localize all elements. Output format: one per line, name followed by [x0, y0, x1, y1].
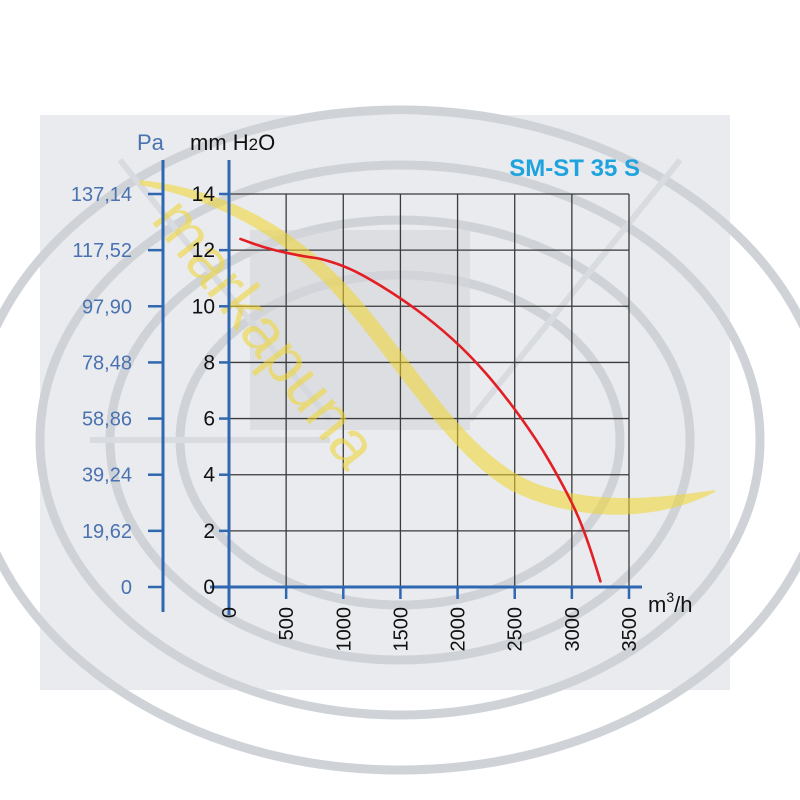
x-tick-label: 3000 [562, 607, 584, 652]
y-tick-label-pa: 19,62 [82, 521, 132, 543]
y-axis-label-mm: mm H2O [190, 130, 275, 155]
y-tick-label-mm: 8 [203, 351, 215, 374]
axes [148, 160, 642, 615]
x-axis-label-superscript: 3 [666, 589, 674, 605]
y-tick-label-mm: 4 [203, 464, 215, 487]
y-tick-label-mm: 6 [203, 408, 215, 431]
chart-title: SM-ST 35 S [509, 155, 640, 182]
y-tick-label-pa: 0 [121, 577, 132, 599]
y-tick-label-pa: 117,52 [72, 240, 132, 262]
y-tick-label-pa: 58,86 [82, 409, 132, 431]
y-axis-label-mm-part: O [258, 130, 275, 155]
y-tick-label-pa: 39,24 [82, 465, 132, 487]
x-tick-label: 2500 [505, 607, 527, 652]
performance-curve [239, 237, 602, 583]
y-tick-label-pa: 97,90 [82, 296, 132, 318]
y-tick-label-mm: 14 [192, 183, 216, 206]
x-tick-label: 2000 [448, 607, 470, 652]
y-axis-label-pa: Pa [137, 130, 165, 155]
x-tick-label: 1000 [333, 607, 355, 652]
x-tick-label: 1500 [390, 607, 412, 652]
y-tick-label-mm: 2 [203, 520, 215, 543]
y-tick-label-mm: 10 [192, 295, 215, 318]
y-tick-label-pa: 137,14 [71, 184, 132, 206]
y-tick-label-mm: 12 [192, 239, 215, 262]
x-axis-label-base: m [648, 592, 666, 617]
y-tick-label-mm: 0 [203, 576, 215, 599]
y-tick-label-pa: 78,48 [82, 352, 132, 374]
x-tick-label: 500 [276, 607, 298, 640]
y-axis-label-mm-subscript: 2 [249, 135, 258, 154]
labels: 0 2 4 6 8 10 12 14 0 19,62 39,24 58,86 78,48 97,90 117… [71, 130, 693, 652]
x-tick-label: 3500 [619, 607, 641, 652]
x-axis-label-tail: /h [674, 592, 692, 617]
grid [229, 193, 630, 587]
y-axis-label-mm-part: mm H [190, 130, 249, 155]
curve-layer [239, 237, 602, 583]
x-tick-label: 0 [219, 607, 241, 618]
x-axis-label: m3/h [648, 589, 692, 617]
